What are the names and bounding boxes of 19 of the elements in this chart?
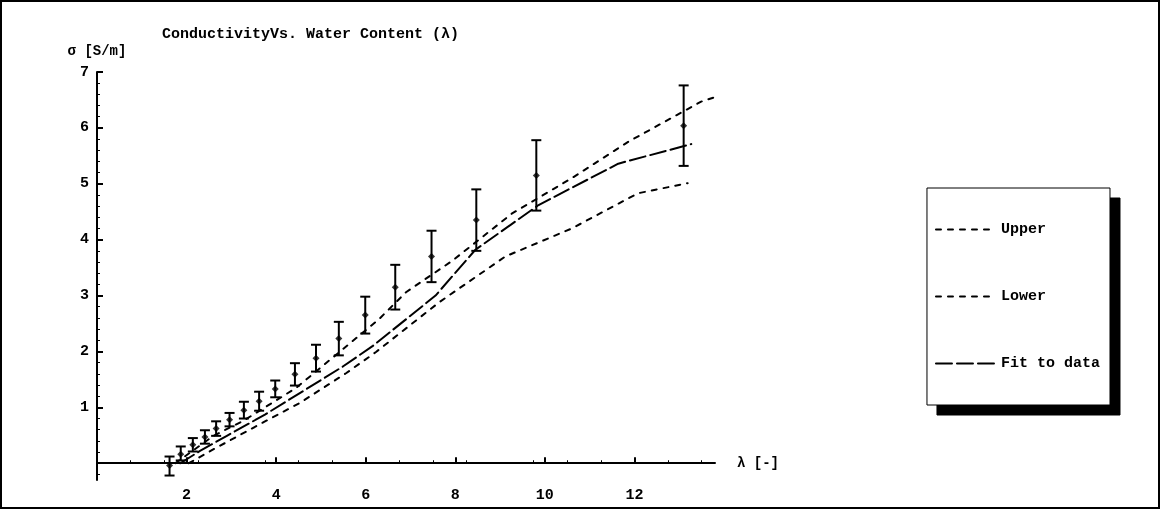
- x-axis-title: λ [-]: [737, 455, 780, 472]
- x-tick-label: 12: [625, 487, 644, 504]
- legend-label: Upper: [1000, 221, 1046, 238]
- y-tick-label: 3: [79, 287, 89, 305]
- x-tick-label: 2: [182, 487, 192, 504]
- y-axis-title: σ [S/m]: [67, 43, 127, 59]
- legend-label: Lower: [1000, 288, 1046, 305]
- y-tick-label: 1: [79, 398, 89, 416]
- y-tick-label: 2: [79, 342, 89, 360]
- y-tick-label: 5: [79, 175, 89, 193]
- y-tick-label: 4: [79, 231, 89, 249]
- x-tick-label: 4: [271, 487, 281, 504]
- y-tick-label: 7: [79, 63, 89, 81]
- chart-title: ConductivityVs. Water Content (λ): [162, 26, 460, 43]
- x-tick-label: 8: [450, 487, 460, 504]
- x-tick-label: 10: [535, 487, 554, 504]
- legend-label: Fit to data: [1000, 355, 1101, 372]
- y-tick-label: 6: [79, 119, 89, 137]
- x-tick-label: 6: [361, 487, 371, 504]
